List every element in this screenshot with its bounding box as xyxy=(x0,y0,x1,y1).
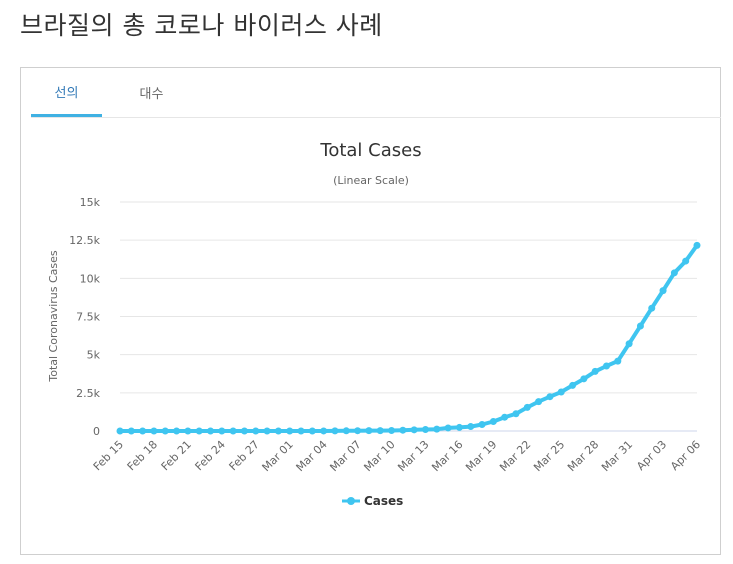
data-point xyxy=(467,423,475,431)
data-point xyxy=(648,304,656,312)
y-axis-ticks: 0 2.5k 5k 7.5k 10k 12.5k 15k xyxy=(69,196,100,438)
x-tick-label: Feb 21 xyxy=(159,438,194,473)
y-tick-label: 15k xyxy=(80,196,101,209)
data-point xyxy=(512,410,520,418)
x-tick-label: Mar 22 xyxy=(497,438,533,474)
tab-logarithmic[interactable]: 대수 xyxy=(139,87,164,102)
y-tick-label: 7.5k xyxy=(76,311,100,324)
data-point xyxy=(546,393,554,401)
data-point xyxy=(252,427,260,435)
x-tick-label: Mar 01 xyxy=(260,438,296,474)
data-point xyxy=(489,418,497,426)
data-point xyxy=(308,427,316,435)
data-point xyxy=(150,427,158,435)
data-point xyxy=(173,427,181,435)
data-point xyxy=(421,426,429,434)
x-tick-label: Mar 13 xyxy=(395,438,431,474)
data-point xyxy=(659,287,667,295)
data-point xyxy=(614,357,622,365)
data-point xyxy=(195,427,203,435)
y-tick-label: 2.5k xyxy=(76,387,100,400)
y-tick-label: 12.5k xyxy=(69,234,100,247)
data-point xyxy=(591,367,599,375)
y-tick-label: 10k xyxy=(80,272,101,285)
x-tick-label: Mar 25 xyxy=(531,438,567,474)
data-point xyxy=(535,398,543,406)
x-tick-label: Apr 03 xyxy=(634,438,669,473)
data-point xyxy=(410,426,418,434)
data-point xyxy=(331,427,339,435)
data-point xyxy=(365,427,373,435)
data-point xyxy=(127,427,135,435)
y-axis-label: Total Coronavirus Cases xyxy=(47,250,60,383)
tab-bar: 선의 대수 xyxy=(31,68,721,118)
data-point xyxy=(580,375,588,383)
tab-linear[interactable]: 선의 xyxy=(31,68,102,117)
data-point xyxy=(229,427,237,435)
data-point xyxy=(682,257,690,265)
x-tick-label: Feb 15 xyxy=(91,438,126,473)
data-point xyxy=(399,426,407,434)
series-line-cases xyxy=(118,243,699,433)
legend[interactable]: Cases xyxy=(342,494,403,508)
data-point xyxy=(602,362,610,370)
gridlines xyxy=(120,201,697,432)
cases-line-chart: Total Cases (Linear Scale) Total Coronav… xyxy=(47,140,703,508)
data-point xyxy=(376,427,384,435)
data-point xyxy=(636,322,644,330)
page-title: 브라질의 총 코로나 바이러스 사례 xyxy=(20,11,383,40)
data-point xyxy=(388,426,396,434)
data-point xyxy=(569,381,577,389)
data-point xyxy=(501,413,509,421)
data-point xyxy=(139,427,147,435)
data-point xyxy=(297,427,305,435)
data-point xyxy=(478,420,486,428)
data-point xyxy=(433,425,441,433)
data-point xyxy=(116,427,124,435)
legend-swatch-marker xyxy=(347,497,355,505)
legend-label-cases: Cases xyxy=(364,494,403,508)
data-point xyxy=(286,427,294,435)
chart-panel: 선의 대수 Total Cases (Linear Scale) Total C… xyxy=(20,67,721,555)
data-point xyxy=(342,427,350,435)
data-point xyxy=(240,427,248,435)
x-tick-label: Feb 24 xyxy=(193,438,228,473)
data-point xyxy=(557,388,565,396)
x-tick-label: Mar 16 xyxy=(429,438,465,474)
data-point xyxy=(320,427,328,435)
chart-title: Total Cases xyxy=(319,140,421,161)
data-point xyxy=(184,427,192,435)
data-point xyxy=(625,340,633,348)
x-tick-label: Apr 06 xyxy=(668,438,703,473)
data-point xyxy=(161,427,169,435)
data-point xyxy=(218,427,226,435)
data-point xyxy=(455,423,463,431)
y-tick-label: 0 xyxy=(93,425,100,438)
data-point xyxy=(207,427,215,435)
y-tick-label: 5k xyxy=(87,349,101,362)
data-point xyxy=(670,269,678,277)
x-tick-label: Mar 19 xyxy=(463,438,499,474)
data-point xyxy=(693,241,701,249)
chart-subtitle: (Linear Scale) xyxy=(333,174,409,187)
x-tick-label: Mar 07 xyxy=(327,438,363,474)
x-tick-label: Mar 10 xyxy=(361,438,397,474)
data-point xyxy=(263,427,271,435)
series-cases xyxy=(116,241,701,435)
x-tick-label: Mar 04 xyxy=(294,438,330,474)
x-tick-label: Feb 18 xyxy=(125,438,160,473)
data-point xyxy=(274,427,282,435)
x-tick-label: Feb 27 xyxy=(227,438,262,473)
data-point xyxy=(354,427,362,435)
data-point xyxy=(444,424,452,432)
x-tick-label: Mar 31 xyxy=(599,438,635,474)
data-point xyxy=(523,403,531,411)
x-tick-label: Mar 28 xyxy=(565,438,601,474)
